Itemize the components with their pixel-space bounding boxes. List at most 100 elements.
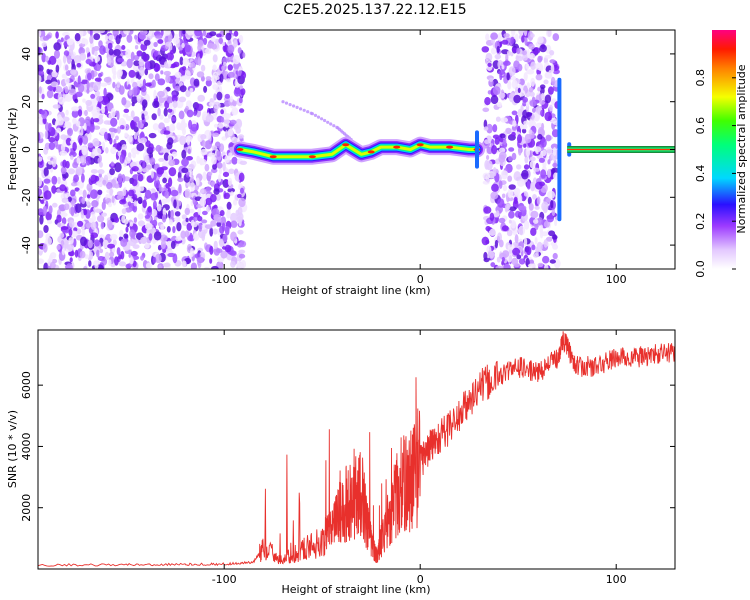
noise-blob — [41, 52, 46, 63]
noise-blob — [177, 177, 184, 183]
noise-blob — [182, 30, 186, 35]
noise-blob — [216, 150, 221, 157]
noise-blob — [86, 88, 90, 94]
noise-blob — [124, 156, 131, 164]
noise-blob — [523, 191, 528, 197]
noise-blob — [131, 179, 138, 187]
noise-blob — [38, 258, 45, 264]
noise-blob — [501, 193, 506, 199]
colorbar-label: Normalized spectral amplitude — [735, 64, 748, 233]
noise-blob — [133, 116, 140, 123]
noise-blob — [530, 181, 536, 192]
noise-blob — [77, 83, 85, 93]
noise-blob — [181, 42, 185, 49]
noise-blob — [60, 166, 67, 175]
colorbar-tick-label: 0.6 — [694, 117, 707, 135]
noise-blob — [528, 203, 534, 211]
noise-blob — [43, 262, 49, 269]
noise-blob — [492, 124, 498, 133]
noise-blob — [116, 126, 121, 134]
noise-blob — [136, 186, 141, 194]
noise-blob — [227, 177, 233, 187]
noise-blob — [199, 50, 203, 59]
noise-blob — [238, 253, 246, 259]
noise-blob — [91, 46, 95, 55]
noise-blob — [181, 149, 187, 159]
ridge-peak — [367, 150, 375, 154]
noise-blob — [502, 184, 508, 192]
noise-blob — [539, 44, 547, 53]
noise-blob — [125, 226, 129, 233]
noise-blob — [202, 30, 207, 37]
noise-blob — [495, 116, 501, 122]
noise-blob — [511, 257, 519, 266]
noise-blob — [200, 64, 206, 72]
noise-blob — [226, 78, 232, 83]
noise-blob — [539, 84, 546, 89]
noise-blob — [136, 143, 145, 152]
noise-blob — [161, 198, 168, 205]
noise-blob — [491, 183, 499, 192]
noise-blob — [89, 124, 95, 133]
noise-blob — [140, 85, 147, 93]
noise-blob — [552, 162, 558, 168]
noise-blob — [171, 116, 177, 122]
noise-blob — [535, 246, 539, 257]
noise-blob — [197, 206, 202, 216]
noise-blob — [62, 116, 70, 122]
noise-blob — [518, 146, 522, 156]
noise-blob — [231, 156, 238, 165]
noise-blob — [540, 169, 547, 179]
noise-blob — [529, 160, 536, 169]
noise-blob — [80, 126, 84, 136]
noise-blob — [159, 114, 164, 120]
noise-blob — [530, 61, 537, 70]
noise-blob — [73, 238, 77, 248]
noise-blob — [112, 239, 117, 247]
noise-blob — [233, 199, 238, 206]
noise-blob — [125, 115, 133, 121]
noise-blob — [101, 141, 106, 151]
noise-blob — [107, 243, 115, 249]
noise-blob — [46, 89, 54, 99]
colorbar-tick-label: 0.4 — [694, 165, 707, 183]
noise-blob — [199, 197, 206, 207]
noise-blob — [99, 45, 106, 55]
noise-blob — [109, 187, 113, 196]
noise-blob — [61, 197, 69, 203]
noise-blob — [92, 106, 100, 112]
noise-blob — [103, 76, 112, 83]
noise-blob — [186, 222, 193, 231]
noise-blob — [148, 73, 154, 80]
noise-blob — [516, 254, 522, 260]
noise-blob — [106, 181, 113, 190]
noise-blob — [517, 63, 523, 72]
noise-blob — [116, 81, 121, 88]
noise-blob — [91, 215, 96, 222]
noise-blob — [68, 237, 74, 245]
noise-blob — [163, 107, 168, 117]
noise-blob — [133, 132, 138, 140]
noise-blob — [55, 144, 63, 150]
noise-blob — [505, 203, 511, 210]
noise-blob — [125, 49, 131, 59]
colorbar-ticks: 0.0 0.2 0.4 0.6 0.8 — [694, 69, 736, 278]
noise-blob — [220, 109, 225, 115]
noise-blob — [64, 85, 69, 94]
noise-blob — [93, 118, 100, 123]
noise-blob — [140, 236, 148, 245]
y-tick-label: -40 — [20, 236, 33, 254]
noise-blob — [47, 60, 52, 65]
noise-blob — [223, 192, 230, 199]
noise-blob — [86, 203, 92, 208]
noise-blob — [539, 100, 546, 105]
noise-blob — [517, 194, 523, 203]
noise-blob — [486, 155, 490, 160]
noise-blob — [181, 66, 187, 71]
noise-blob — [550, 63, 555, 74]
spectrogram-panel: -100 0 100 -40 -20 0 20 40 Height of straight l… — [6, 29, 676, 297]
ridge-peak — [308, 155, 316, 159]
noise-blob — [528, 129, 533, 134]
noise-blob — [57, 116, 64, 126]
noise-blob — [166, 96, 173, 104]
